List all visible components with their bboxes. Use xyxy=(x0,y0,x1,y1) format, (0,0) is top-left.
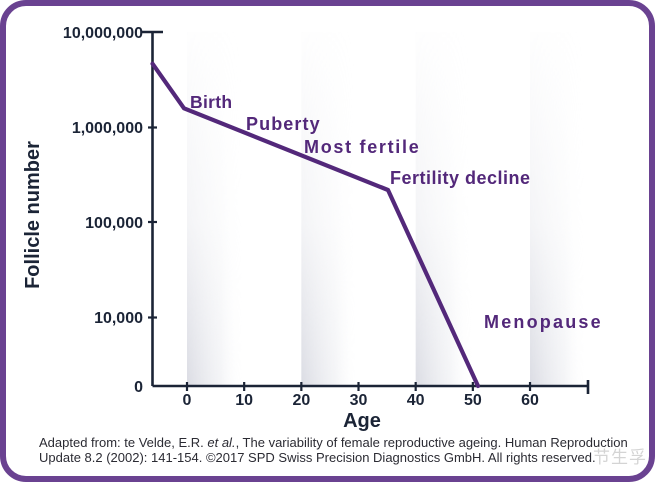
svg-text:60: 60 xyxy=(521,392,539,409)
svg-text:40: 40 xyxy=(407,392,425,409)
svg-text:Birth: Birth xyxy=(190,92,232,112)
svg-text:30: 30 xyxy=(350,392,368,409)
svg-text:50: 50 xyxy=(464,392,482,409)
svg-text:Fertility decline: Fertility decline xyxy=(390,168,531,188)
svg-text:Puberty: Puberty xyxy=(246,114,321,134)
svg-text:10,000,000: 10,000,000 xyxy=(63,25,143,42)
svg-text:1,000,000: 1,000,000 xyxy=(72,120,143,137)
svg-text:Most fertile: Most fertile xyxy=(304,137,420,157)
svg-text:Follicle number: Follicle number xyxy=(22,141,44,289)
svg-text:10: 10 xyxy=(235,392,253,409)
svg-text:20: 20 xyxy=(292,392,310,409)
svg-text:Menopause: Menopause xyxy=(484,312,603,332)
svg-text:100,000: 100,000 xyxy=(85,215,143,232)
svg-text:10,000: 10,000 xyxy=(94,310,143,327)
svg-text:0: 0 xyxy=(134,379,143,396)
svg-text:0: 0 xyxy=(183,392,192,409)
svg-text:Age: Age xyxy=(343,410,381,432)
